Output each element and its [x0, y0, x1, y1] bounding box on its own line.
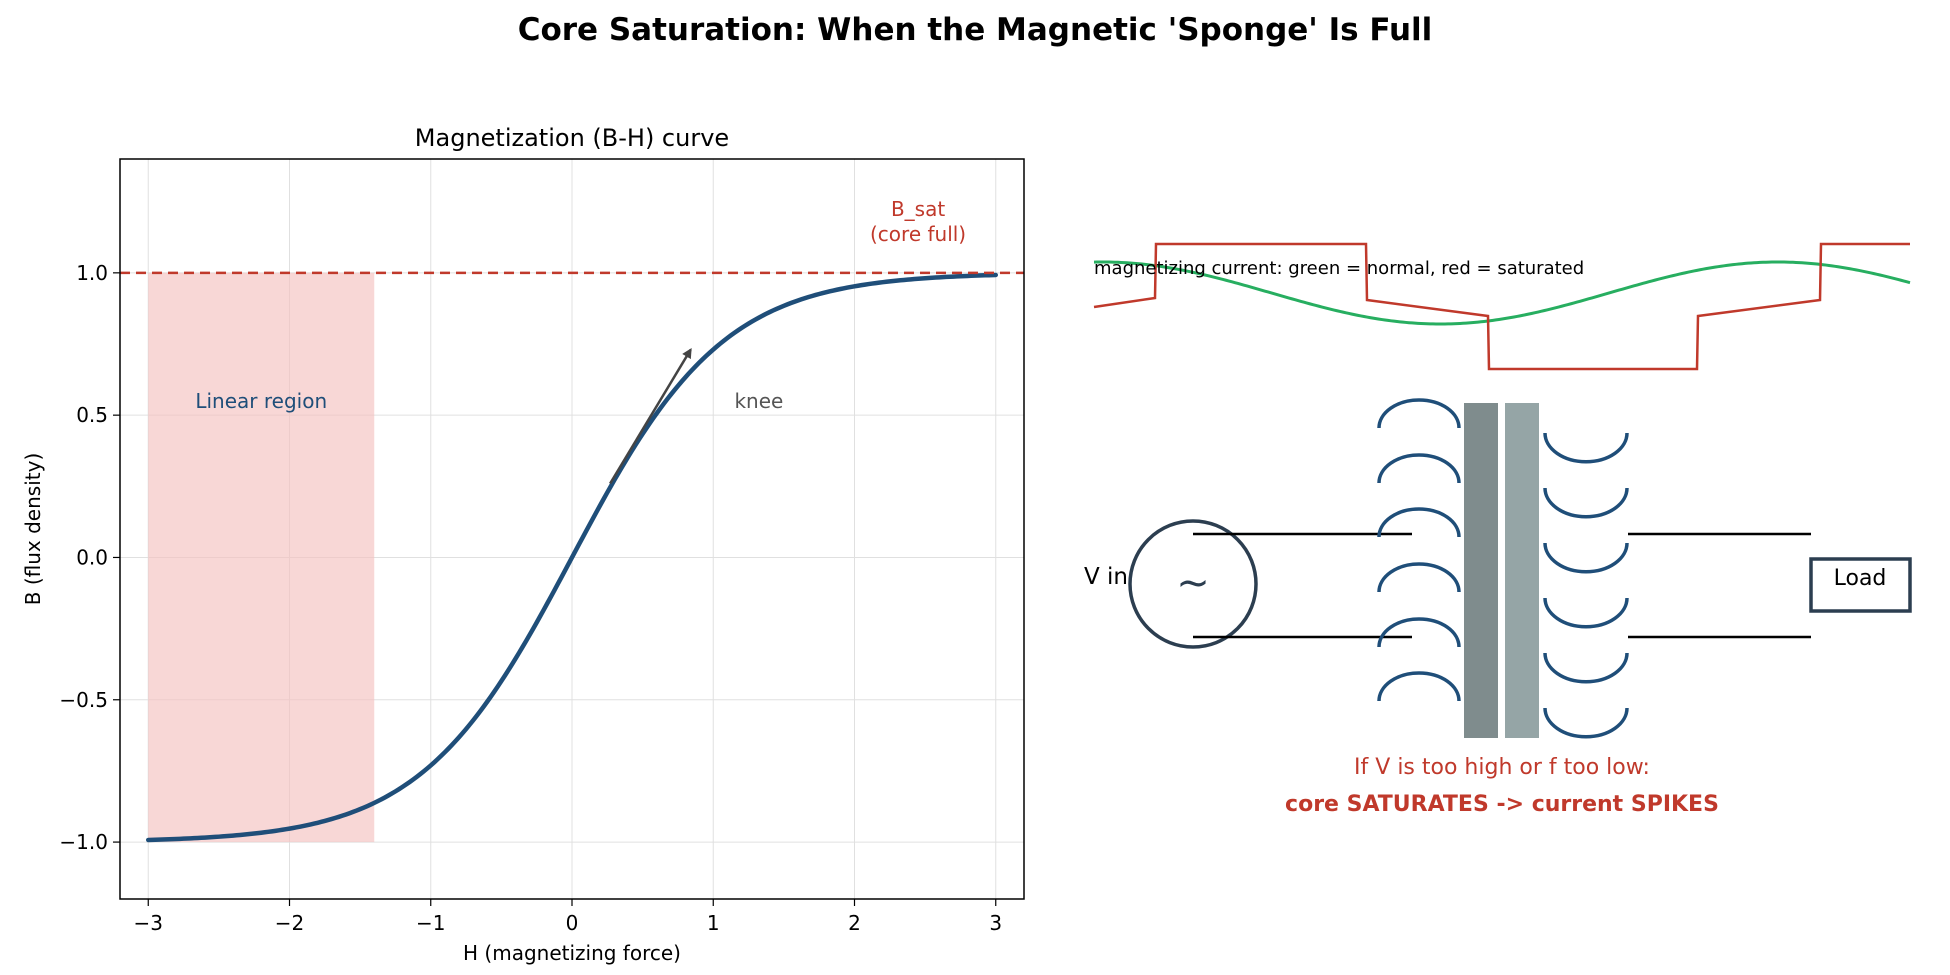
- x-tick-label: −3: [134, 911, 163, 935]
- source-symbol: ~: [1176, 560, 1210, 606]
- voltage-source: ~ V in: [1084, 519, 1258, 649]
- y-axis-label: B (flux density): [21, 453, 45, 605]
- primary-coil-loop: [1377, 562, 1461, 593]
- warning-line-2: core SATURATES -> current SPIKES: [1285, 792, 1719, 817]
- saturation-label: (core full): [870, 222, 966, 246]
- linear-region-shade: [148, 272, 375, 843]
- primary-coil-loop: [1377, 671, 1461, 702]
- primary-coil-loop: [1377, 617, 1461, 648]
- core-bar-right: [1505, 403, 1539, 738]
- waveform-caption: magnetizing current: green = normal, red…: [1094, 258, 1584, 279]
- primary-coil-loop: [1377, 507, 1461, 538]
- load: Load: [1809, 557, 1912, 613]
- saturated-current-wave: [1093, 242, 1910, 371]
- primary-coil-loop: [1377, 453, 1461, 484]
- primary-coil: [1377, 398, 1461, 702]
- warning-line-1: If V is too high or f too low:: [1354, 755, 1650, 780]
- load-label: Load: [1834, 566, 1887, 591]
- source-circle: [1128, 519, 1258, 649]
- primary-coil-loop: [1377, 398, 1461, 429]
- secondary-coil-loop: [1543, 707, 1629, 739]
- y-tick-label: −1.0: [59, 830, 108, 854]
- x-tick-label: 3: [989, 911, 1002, 935]
- linear-region-layer: Linear region: [148, 272, 375, 843]
- secondary-coil-loop: [1543, 542, 1629, 574]
- linear-region-label: Linear region: [195, 389, 327, 413]
- secondary-coil-loop: [1543, 652, 1629, 684]
- x-tick-label: −2: [275, 911, 304, 935]
- normal-current-wave: [1093, 260, 1911, 326]
- plot-frame: [119, 158, 1025, 900]
- x-tick-label: 2: [848, 911, 861, 935]
- figure-title: Core Saturation: When the Magnetic 'Spon…: [517, 12, 1433, 48]
- x-tick-label: 0: [566, 911, 579, 935]
- secondary-coil-loop: [1543, 432, 1629, 464]
- secondary-coil-loop: [1543, 487, 1629, 519]
- secondary-coil: [1543, 432, 1629, 739]
- load-box: [1809, 557, 1912, 613]
- y-tick-label: −0.5: [59, 688, 108, 712]
- saturation-label: B_sat: [891, 197, 945, 221]
- source-label: V in: [1084, 564, 1128, 590]
- curve-layer: [146, 272, 998, 843]
- knee-arrow: [609, 347, 692, 485]
- wires: [1193, 532, 1811, 639]
- bh-curve-line: [146, 272, 998, 843]
- x-tick-label: −1: [416, 911, 445, 935]
- y-tick-label: 0.5: [76, 403, 108, 427]
- y-tick-label: 0.0: [76, 545, 108, 569]
- core-bar-left: [1464, 403, 1498, 738]
- y-tick-label: 1.0: [76, 261, 108, 285]
- x-tick-label: 1: [707, 911, 720, 935]
- annotation-layer: B_sat(core full) knee: [120, 197, 1024, 485]
- tick-layer: −3 −2 −1 0 1 2 3 −1.0 −0.5 0.0 0.5 1.0: [59, 261, 1002, 935]
- x-axis-label: H (magnetizing force): [463, 941, 681, 965]
- chart-title: Magnetization (B-H) curve: [415, 124, 729, 152]
- knee-label: knee: [734, 389, 783, 413]
- current-waveforms: magnetizing current: green = normal, red…: [1093, 242, 1911, 371]
- secondary-coil-loop: [1543, 597, 1629, 629]
